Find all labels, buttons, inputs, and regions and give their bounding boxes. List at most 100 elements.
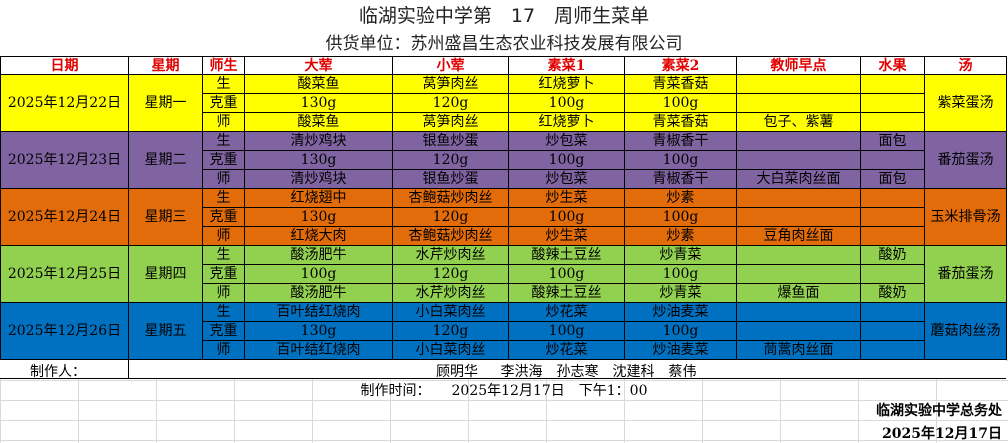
veg2-cell[interactable]: 100g (624, 321, 737, 341)
breakfast-cell[interactable] (736, 93, 861, 113)
fruit-cell[interactable]: 酸奶 (860, 245, 925, 265)
date-cell[interactable]: 2025年12月25日 (0, 245, 129, 303)
veg1-cell[interactable]: 100g (508, 321, 625, 341)
veg2-cell[interactable]: 青椒香干 (624, 131, 737, 151)
role-cell[interactable]: 生 (202, 131, 245, 151)
weekday-cell[interactable]: 星期二 (128, 131, 203, 189)
veg1-cell[interactable]: 酸辣土豆丝 (508, 245, 625, 265)
small-meat-cell[interactable]: 莴笋肉丝 (392, 112, 509, 132)
big-meat-cell[interactable]: 130g (244, 93, 393, 113)
role-cell[interactable]: 师 (202, 283, 245, 303)
breakfast-cell[interactable]: 大白菜肉丝面 (736, 169, 861, 189)
header-big-meat[interactable]: 大荤 (244, 56, 393, 75)
fruit-cell[interactable] (860, 321, 925, 341)
role-cell[interactable]: 克重 (202, 264, 245, 284)
breakfast-cell[interactable] (736, 74, 861, 94)
breakfast-cell[interactable] (736, 131, 861, 151)
fruit-cell[interactable] (860, 340, 925, 360)
big-meat-cell[interactable]: 100g (244, 264, 393, 284)
veg1-cell[interactable]: 100g (508, 93, 625, 113)
header-veg1[interactable]: 素菜1 (508, 56, 625, 75)
role-cell[interactable]: 生 (202, 245, 245, 265)
soup-cell[interactable]: 番茄蛋汤 (924, 245, 1007, 303)
small-meat-cell[interactable]: 水芹炒肉丝 (392, 283, 509, 303)
role-cell[interactable]: 师 (202, 112, 245, 132)
big-meat-cell[interactable]: 红烧翅中 (244, 188, 393, 208)
fruit-cell[interactable] (860, 207, 925, 227)
breakfast-cell[interactable]: 茼蒿肉丝面 (736, 340, 861, 360)
big-meat-cell[interactable]: 酸菜鱼 (244, 112, 393, 132)
veg1-cell[interactable]: 炒包菜 (508, 169, 625, 189)
role-cell[interactable]: 师 (202, 226, 245, 246)
header-small-meat[interactable]: 小荤 (392, 56, 509, 75)
fruit-cell[interactable]: 面包 (860, 131, 925, 151)
weekday-cell[interactable]: 星期三 (128, 188, 203, 246)
fruit-cell[interactable] (860, 264, 925, 284)
veg2-cell[interactable]: 青菜香菇 (624, 74, 737, 94)
veg1-cell[interactable]: 炒花菜 (508, 302, 625, 322)
small-meat-cell[interactable]: 120g (392, 321, 509, 341)
big-meat-cell[interactable]: 130g (244, 321, 393, 341)
fruit-cell[interactable]: 面包 (860, 169, 925, 189)
big-meat-cell[interactable]: 130g (244, 150, 393, 170)
header-teacher-breakfast[interactable]: 教师早点 (736, 56, 861, 75)
veg2-cell[interactable]: 青椒香干 (624, 169, 737, 189)
maker-label[interactable]: 制作人： (30, 364, 86, 380)
role-cell[interactable]: 生 (202, 302, 245, 322)
soup-cell[interactable]: 玉米排骨汤 (924, 188, 1007, 246)
big-meat-cell[interactable]: 红烧大肉 (244, 226, 393, 246)
fruit-cell[interactable] (860, 226, 925, 246)
soup-cell[interactable]: 番茄蛋汤 (924, 131, 1007, 189)
big-meat-cell[interactable]: 清炒鸡块 (244, 131, 393, 151)
veg1-cell[interactable]: 酸辣土豆丝 (508, 283, 625, 303)
small-meat-cell[interactable]: 银鱼炒蛋 (392, 169, 509, 189)
breakfast-cell[interactable]: 豆角肉丝面 (736, 226, 861, 246)
veg1-cell[interactable]: 炒生菜 (508, 226, 625, 246)
big-meat-cell[interactable]: 酸菜鱼 (244, 74, 393, 94)
veg2-cell[interactable]: 青菜香菇 (624, 112, 737, 132)
small-meat-cell[interactable]: 水芹炒肉丝 (392, 245, 509, 265)
breakfast-cell[interactable] (736, 188, 861, 208)
fruit-cell[interactable] (860, 74, 925, 94)
header-fruit[interactable]: 水果 (860, 56, 925, 75)
role-cell[interactable]: 克重 (202, 150, 245, 170)
small-meat-cell[interactable]: 杏鲍菇炒肉丝 (392, 226, 509, 246)
header-weekday[interactable]: 星期 (128, 56, 203, 75)
breakfast-cell[interactable]: 包子、紫薯 (736, 112, 861, 132)
small-meat-cell[interactable]: 120g (392, 264, 509, 284)
veg2-cell[interactable]: 100g (624, 150, 737, 170)
fruit-cell[interactable] (860, 93, 925, 113)
big-meat-cell[interactable]: 酸汤肥牛 (244, 283, 393, 303)
breakfast-cell[interactable] (736, 264, 861, 284)
date-cell[interactable]: 2025年12月26日 (0, 302, 129, 360)
date-cell[interactable]: 2025年12月23日 (0, 131, 129, 189)
breakfast-cell[interactable] (736, 321, 861, 341)
veg1-cell[interactable]: 100g (508, 207, 625, 227)
veg2-cell[interactable]: 炒素 (624, 226, 737, 246)
veg2-cell[interactable]: 炒素 (624, 188, 737, 208)
maker-names[interactable]: 顾明华 李洪海 孙志寒 沈建科 蔡伟 (436, 364, 697, 380)
role-cell[interactable]: 克重 (202, 321, 245, 341)
veg1-cell[interactable]: 炒生菜 (508, 188, 625, 208)
big-meat-cell[interactable]: 清炒鸡块 (244, 169, 393, 189)
small-meat-cell[interactable]: 小白菜肉丝 (392, 302, 509, 322)
veg2-cell[interactable]: 100g (624, 264, 737, 284)
fruit-cell[interactable] (860, 112, 925, 132)
veg2-cell[interactable]: 炒青菜 (624, 283, 737, 303)
big-meat-cell[interactable]: 酸汤肥牛 (244, 245, 393, 265)
date-cell[interactable]: 2025年12月22日 (0, 74, 129, 132)
soup-cell[interactable]: 紫菜蛋汤 (924, 74, 1007, 132)
fruit-cell[interactable] (860, 150, 925, 170)
breakfast-cell[interactable] (736, 245, 861, 265)
role-cell[interactable]: 克重 (202, 93, 245, 113)
veg1-cell[interactable]: 红烧萝卜 (508, 112, 625, 132)
veg2-cell[interactable]: 100g (624, 207, 737, 227)
fruit-cell[interactable] (860, 302, 925, 322)
role-cell[interactable]: 师 (202, 340, 245, 360)
fruit-cell[interactable]: 酸奶 (860, 283, 925, 303)
veg2-cell[interactable]: 炒青菜 (624, 245, 737, 265)
weekday-cell[interactable]: 星期四 (128, 245, 203, 303)
header-soup[interactable]: 汤 (924, 56, 1007, 75)
veg1-cell[interactable]: 红烧萝卜 (508, 74, 625, 94)
veg2-cell[interactable]: 炒油麦菜 (624, 302, 737, 322)
